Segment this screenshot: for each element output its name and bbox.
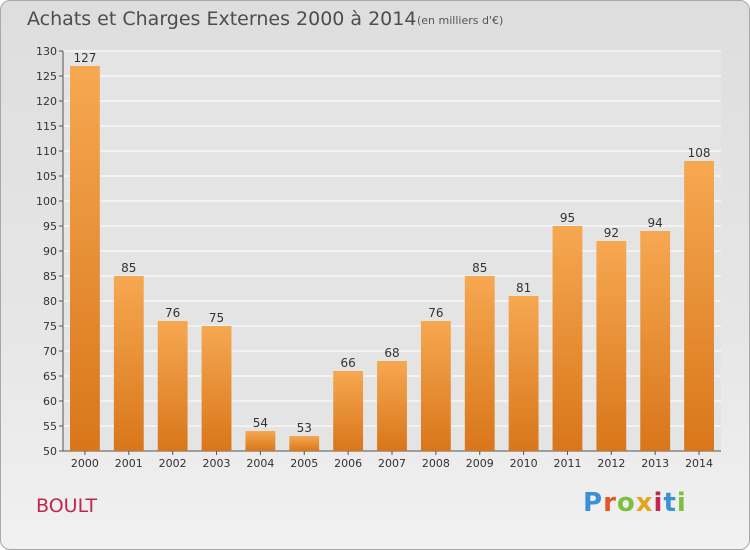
x-tick-label: 2011 [553,457,581,470]
y-tick-label: 55 [43,420,57,433]
chart-unit: (en milliers d'€) [417,14,504,27]
bar [70,66,100,451]
data-label: 108 [688,146,711,160]
data-label: 92 [604,226,619,240]
bar [245,431,276,451]
data-label: 85 [472,261,487,275]
bar [596,241,627,451]
y-tick-label: 95 [43,220,57,233]
data-label: 94 [648,216,663,230]
data-label: 81 [516,281,531,295]
bar [157,321,188,451]
logo-letter: i [653,488,664,518]
y-tick-label: 85 [43,270,57,283]
y-tick-label: 70 [43,345,57,358]
bar [464,276,495,451]
logo-letter: P [583,488,604,518]
logo-letter: r [603,488,617,518]
bar [684,161,714,451]
bar [201,326,232,451]
x-tick-label: 2010 [510,457,538,470]
bar [333,371,364,451]
data-label: 75 [209,311,224,325]
chart-title: Achats et Charges Externes 2000 à 2014 [27,8,417,30]
logo-letter: i [676,488,687,518]
x-tick-label: 2002 [159,457,187,470]
y-tick-label: 75 [43,320,57,333]
bar [377,361,407,451]
x-tick-label: 2004 [246,457,274,470]
data-label: 53 [297,421,312,435]
y-tick-label: 50 [43,445,57,458]
x-tick-label: 2014 [685,457,713,470]
logo-letter: o [616,488,636,518]
x-tick-label: 2001 [115,457,143,470]
y-tick-label: 65 [43,370,57,383]
x-tick-label: 2006 [334,457,362,470]
x-tick-label: 2008 [422,457,450,470]
y-tick-label: 115 [36,120,57,133]
y-tick-label: 80 [43,295,57,308]
y-tick-label: 105 [36,170,57,183]
data-label: 76 [428,306,443,320]
x-tick-label: 2009 [466,457,494,470]
bar [420,321,451,451]
x-tick-label: 2000 [71,457,99,470]
bar [640,231,671,451]
data-label: 54 [253,416,268,430]
x-tick-label: 2005 [290,457,318,470]
data-label: 68 [384,346,399,360]
logo-letter: t [663,488,677,518]
data-label: 85 [121,261,136,275]
y-tick-label: 110 [36,145,57,158]
y-tick-label: 125 [36,70,57,83]
data-label: 95 [560,211,575,225]
data-label: 76 [165,306,180,320]
x-tick-label: 2013 [641,457,669,470]
x-tick-label: 2007 [378,457,406,470]
logo-letter: x [635,488,654,518]
data-label: 66 [340,356,355,370]
y-tick-label: 60 [43,395,57,408]
x-tick-label: 2003 [203,457,231,470]
bar [289,436,320,451]
y-tick-label: 130 [36,45,57,58]
bar [113,276,144,451]
commune-name: BOULT [36,495,98,517]
y-tick-label: 90 [43,245,57,258]
x-tick-label: 2012 [597,457,625,470]
y-tick-label: 100 [36,195,57,208]
bar [552,226,583,451]
bar [508,296,539,451]
proxiti-logo: Proxiti [583,488,687,518]
data-label: 127 [73,51,96,65]
y-tick-label: 120 [36,95,57,108]
